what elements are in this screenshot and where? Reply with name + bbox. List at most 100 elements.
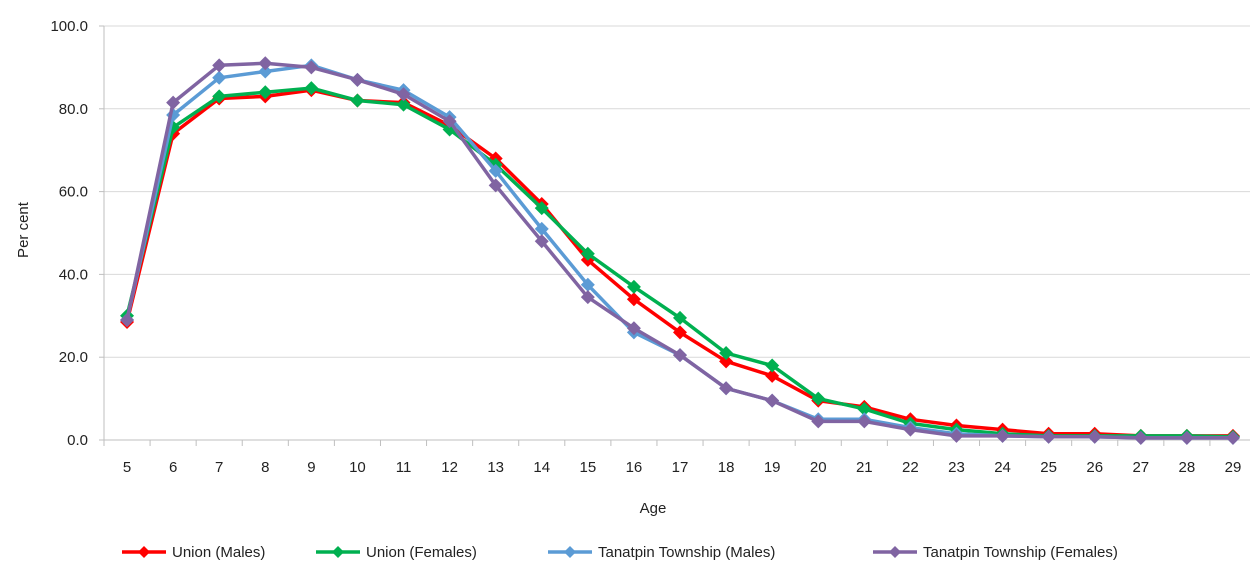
y-tick-label: 100.0 xyxy=(50,18,88,35)
x-tick-label: 5 xyxy=(123,459,131,476)
data-point xyxy=(719,346,734,361)
data-point xyxy=(995,428,1010,443)
data-point xyxy=(350,93,365,108)
data-point xyxy=(1041,429,1056,444)
data-point xyxy=(120,312,135,327)
y-tick-label: 40.0 xyxy=(59,266,88,283)
series-4 xyxy=(120,56,1240,445)
data-point xyxy=(442,114,457,129)
legend-swatch-marker xyxy=(889,546,901,558)
x-tick-label: 16 xyxy=(626,459,643,476)
data-point xyxy=(580,246,595,261)
x-tick-label: 13 xyxy=(487,459,504,476)
legend-item: Tanatpin Township (Males) xyxy=(548,544,775,561)
x-axis-title: Age xyxy=(640,500,667,517)
data-point xyxy=(1133,430,1148,445)
x-tick-label: 21 xyxy=(856,459,873,476)
y-tick-label: 60.0 xyxy=(59,184,88,201)
data-point xyxy=(903,422,918,437)
x-tick-label: 20 xyxy=(810,459,827,476)
data-point xyxy=(580,290,595,305)
series-line xyxy=(125,63,1233,440)
data-point xyxy=(212,58,227,73)
data-point xyxy=(488,163,503,178)
data-point xyxy=(212,70,227,85)
x-tick-label: 26 xyxy=(1086,459,1103,476)
data-point xyxy=(304,81,319,96)
data-point xyxy=(857,414,872,429)
series-3 xyxy=(120,58,1240,445)
x-tick-label: 24 xyxy=(994,459,1011,476)
legend-swatch-marker xyxy=(138,546,150,558)
data-point xyxy=(626,279,641,294)
axes xyxy=(99,25,1250,446)
gridlines xyxy=(104,25,1250,441)
data-point xyxy=(1225,430,1240,445)
y-tick-label: 0.0 xyxy=(67,432,88,449)
data-point xyxy=(811,414,826,429)
data-point xyxy=(258,85,273,100)
data-point xyxy=(350,72,365,87)
x-tick-label: 7 xyxy=(215,459,223,476)
x-tick-label: 12 xyxy=(441,459,458,476)
x-tick-label: 9 xyxy=(307,459,315,476)
x-tick-label: 15 xyxy=(579,459,596,476)
x-tick-label: 11 xyxy=(396,459,412,476)
data-point xyxy=(626,321,641,336)
data-point xyxy=(534,234,549,249)
legend-item: Union (Males) xyxy=(122,544,265,561)
data-point xyxy=(258,64,273,79)
series-line xyxy=(125,88,1233,438)
series-2 xyxy=(120,81,1240,444)
data-point xyxy=(396,87,411,102)
data-point xyxy=(580,277,595,292)
data-point xyxy=(258,56,273,71)
legend-label: Union (Males) xyxy=(172,544,265,561)
data-point xyxy=(857,401,872,416)
series-line xyxy=(125,86,1234,439)
legend-label: Tanatpin Township (Males) xyxy=(598,544,775,561)
series-1 xyxy=(120,83,1240,443)
data-point xyxy=(949,428,964,443)
x-tick-label: 8 xyxy=(261,459,269,476)
x-tick-label: 19 xyxy=(764,459,781,476)
legend-item: Tanatpin Township (Females) xyxy=(873,544,1118,561)
x-tick-label: 25 xyxy=(1040,459,1057,476)
series-line xyxy=(125,61,1233,440)
x-tick-label: 17 xyxy=(672,459,689,476)
data-point xyxy=(765,368,780,383)
data-point xyxy=(626,292,641,307)
legend-swatch-marker xyxy=(332,546,344,558)
x-tick-label: 29 xyxy=(1225,459,1242,476)
y-tick-label: 80.0 xyxy=(59,101,88,118)
y-tick-label: 20.0 xyxy=(59,349,88,366)
data-point xyxy=(534,221,549,236)
x-tick-label: 10 xyxy=(349,459,366,476)
x-tick-label: 18 xyxy=(718,459,735,476)
data-point xyxy=(1087,429,1102,444)
data-point xyxy=(1179,430,1194,445)
data-point xyxy=(811,391,826,406)
x-tick-label: 14 xyxy=(533,459,550,476)
data-point xyxy=(166,95,181,110)
legend-label: Tanatpin Township (Females) xyxy=(923,544,1118,561)
data-point xyxy=(212,89,227,104)
series-lines xyxy=(120,56,1240,445)
data-point xyxy=(673,310,687,325)
data-point xyxy=(488,178,503,193)
legend-label: Union (Females) xyxy=(366,544,477,561)
y-axis-title: Per cent xyxy=(15,201,32,258)
x-tick-label: 28 xyxy=(1179,459,1196,476)
data-point xyxy=(765,358,780,373)
data-point xyxy=(719,381,734,396)
legend-item: Union (Females) xyxy=(316,544,477,561)
data-point xyxy=(673,348,687,363)
x-tick-label: 27 xyxy=(1132,459,1149,476)
data-point xyxy=(534,201,549,216)
legend: Union (Males) Union (Females) Tanatpin Tow… xyxy=(122,544,1118,561)
x-tick-label: 6 xyxy=(169,459,177,476)
legend-swatch-marker xyxy=(564,546,576,558)
x-tick-label: 23 xyxy=(948,459,965,476)
